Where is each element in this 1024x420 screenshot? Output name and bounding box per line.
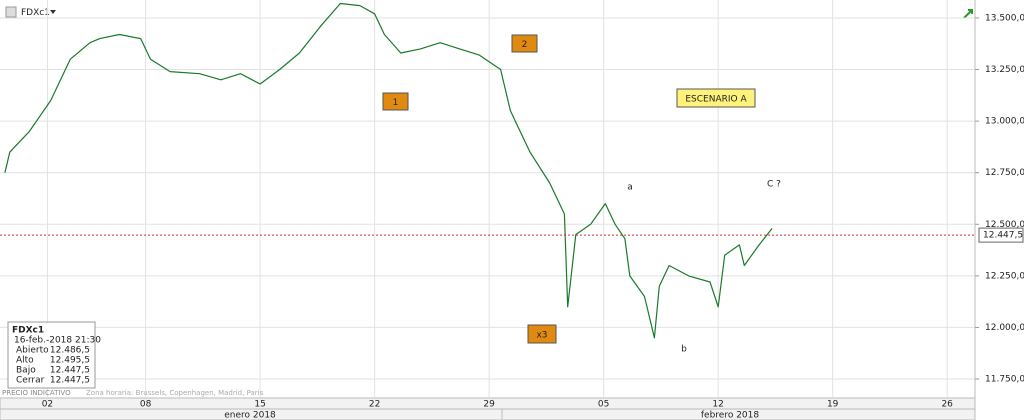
info-key: Cerrar — [16, 376, 45, 386]
annotation-box — [676, 88, 756, 108]
symbol-header[interactable]: FDXc1 — [21, 8, 50, 18]
annotation-box — [511, 34, 538, 53]
info-value: 12.486,5 — [50, 346, 90, 356]
x-tick-label: 26 — [941, 400, 953, 410]
annotation-box — [527, 324, 557, 344]
y-tick-label: 12.750,0 — [985, 168, 1024, 178]
last-price-box — [978, 227, 1024, 243]
info-key: Bajo — [16, 366, 36, 376]
annotation-label: 1 — [393, 98, 399, 108]
info-box — [7, 321, 96, 389]
y-tick-label: 12.000,0 — [985, 323, 1024, 333]
x-tick-label: 19 — [827, 400, 839, 410]
y-tick-label: 12.500,0 — [985, 220, 1024, 230]
symbol-dropdown[interactable] — [50, 10, 56, 14]
info-value: 12.447,5 — [50, 376, 90, 386]
y-tick-label: 13.000,0 — [985, 117, 1024, 127]
annotation-label: a — [627, 183, 633, 193]
annotation-label: 2 — [522, 40, 528, 50]
y-tick-label: 13.500,0 — [985, 13, 1024, 23]
x-tick-label: 02 — [42, 400, 53, 410]
annotation-label: ESCENARIO A — [685, 95, 747, 105]
y-tick-label: 13.250,0 — [985, 65, 1024, 75]
footer-note: PRECIO INDICATIVO — [2, 389, 71, 397]
annotation-label: b — [681, 345, 687, 355]
plot-area — [4, 2, 773, 339]
x-tick-label: 08 — [140, 400, 152, 410]
info-key: Alto — [16, 356, 34, 366]
footer-note: Zona horaria: Brussels, Copenhagen, Madr… — [86, 389, 264, 397]
month-label: enero 2018 — [224, 411, 276, 420]
x-tick-label: 22 — [369, 400, 380, 410]
month-label: febrero 2018 — [701, 411, 760, 420]
trend-icon[interactable] — [963, 9, 973, 19]
last-price-label: 12.447,5 — [983, 231, 1023, 241]
price-line — [4, 2, 773, 339]
x-tick-label: 15 — [254, 400, 265, 410]
x-tick-label: 12 — [712, 400, 723, 410]
annotation-box — [382, 92, 409, 111]
y-tick-label: 11.750,0 — [985, 375, 1024, 385]
info-value: 12.495,5 — [50, 356, 90, 366]
x-tick-label: 29 — [483, 400, 495, 410]
info-symbol: FDXc1 — [12, 326, 44, 336]
info-value: 12.447,5 — [50, 366, 90, 376]
symbol-icon — [5, 6, 17, 18]
annotation-label: x3 — [536, 331, 547, 341]
info-datetime: 16-feb.-2018 21:30 — [14, 336, 101, 346]
y-tick-label: 12.250,0 — [985, 271, 1024, 281]
x-tick-label: 05 — [598, 400, 609, 410]
annotation-label: C ? — [767, 180, 781, 190]
info-key: Abierto — [16, 346, 49, 356]
